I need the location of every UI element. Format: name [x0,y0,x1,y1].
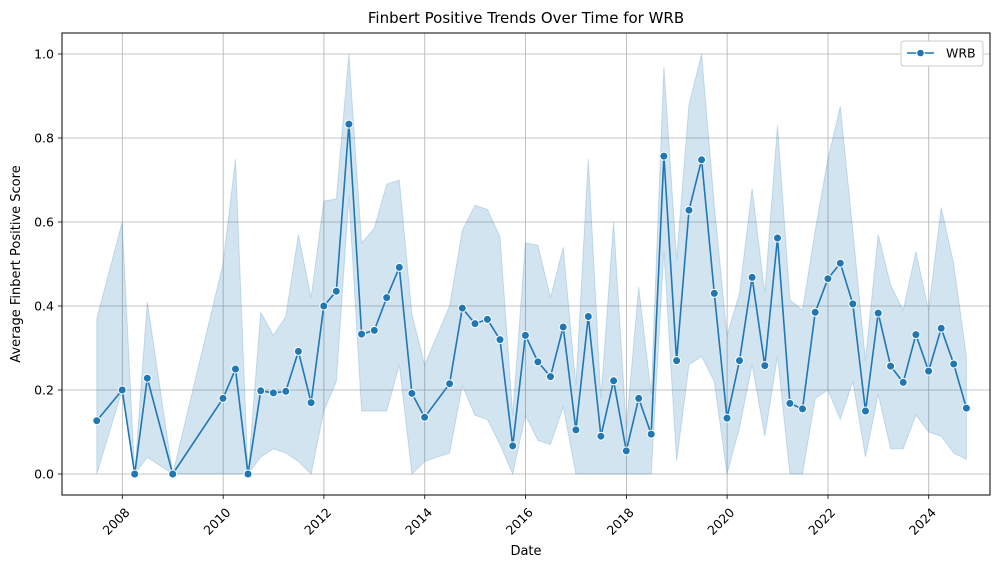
y-axis-ticks: 0.0 0.2 0.4 0.6 0.8 1.0 [34,47,62,482]
data-point-marker [684,205,694,215]
data-point-marker [293,346,303,356]
data-point-marker [924,366,934,376]
data-point-marker [583,312,593,321]
data-point-marker [735,356,744,366]
data-point-marker [168,469,178,479]
data-point-marker [873,308,883,318]
x-axis-label: Date [510,544,541,559]
series-line-layer [96,123,968,475]
data-point-marker [760,361,770,371]
y-tick-label: 1.0 [34,47,54,62]
grid [62,33,990,495]
data-point-marker [810,307,820,317]
data-point-marker [785,398,795,408]
data-point-marker [546,372,555,382]
y-tick-label: 0.6 [34,215,54,230]
data-point-marker [898,377,908,387]
confidence-band-area [96,53,967,476]
y-tick-label: 0.4 [34,299,54,314]
data-point-marker [571,425,581,435]
data-point-marker [961,403,971,413]
data-point-marker [936,323,946,333]
confidence-band [96,53,967,476]
data-point-marker [672,356,682,366]
data-point-marker [697,155,707,165]
data-point-marker [634,393,644,403]
data-point-marker [357,329,367,339]
data-point-marker [470,319,480,329]
data-point-marker [646,429,656,439]
data-point-marker [495,335,505,345]
data-point-marker [256,386,266,396]
data-point-marker [709,288,719,298]
legend-box [900,40,984,67]
data-point-marker [142,373,152,383]
data-point-marker [823,274,833,284]
data-point-marker [331,286,341,296]
data-point-marker [457,303,467,313]
data-point-marker [218,393,228,403]
data-point-marker [382,293,392,303]
data-point-marker [445,379,455,389]
data-point-marker [798,404,807,414]
data-point-marker [281,386,291,396]
data-point-marker [268,388,278,398]
y-tick-label: 0.8 [34,131,54,146]
series-markers [92,119,971,479]
data-point-marker [835,258,845,268]
data-point-marker [420,412,430,422]
data-point-marker [722,413,732,423]
data-point-marker [306,398,316,408]
data-point-marker [848,299,858,309]
data-point-marker [394,262,404,272]
chart-title: Finbert Positive Trends Over Time for WR… [368,9,684,27]
data-point-marker [319,301,329,311]
data-point-marker [861,406,870,416]
data-point-marker [407,388,417,398]
data-point-marker [369,325,379,335]
data-point-marker [508,441,518,451]
data-point-marker [130,469,140,479]
y-tick-label: 0.0 [34,467,54,482]
data-point-marker [773,233,782,243]
data-point-marker [659,151,669,161]
data-point-marker [886,361,896,371]
data-point-marker [596,431,606,441]
data-point-marker [621,446,631,456]
data-point-marker [92,416,102,426]
data-point-marker [344,119,354,129]
series-line-wrb [96,123,968,475]
legend-marker-swatch [916,48,925,58]
axes-frame [61,32,991,496]
data-point-marker [558,322,568,332]
data-point-marker [231,364,240,374]
data-point-marker [747,272,757,282]
data-point-marker [520,330,530,340]
data-point-marker [243,469,253,479]
legend: WRB [900,40,984,67]
data-point-marker [482,314,492,324]
data-point-marker [911,330,921,340]
data-point-marker [949,359,959,369]
data-point-marker [533,357,543,367]
data-point-marker [117,385,127,395]
y-axis-label: Average Finbert Positive Score [9,165,24,362]
data-point-marker [609,376,619,386]
legend-label-wrb: WRB [946,46,976,61]
y-tick-label: 0.2 [34,383,54,398]
